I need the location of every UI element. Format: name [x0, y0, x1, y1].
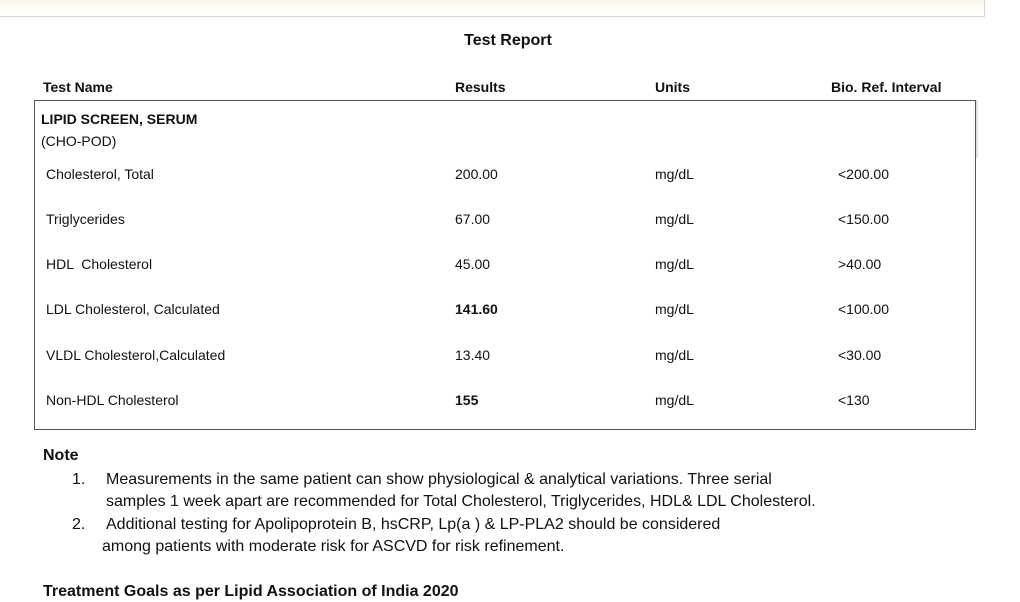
note-text: Additional testing for Apolipoprotein B,…	[106, 516, 721, 533]
col-header-results: Results	[455, 79, 506, 95]
page-top-border	[0, 0, 985, 17]
results-panel	[34, 100, 976, 430]
test-ref-interval: <150.00	[838, 211, 889, 227]
result-row: HDL Cholesterol 45.00 mg/dL >40.00	[0, 256, 1020, 278]
test-unit: mg/dL	[655, 211, 694, 227]
test-unit: mg/dL	[655, 301, 694, 317]
note-text: samples 1 week apart are recommended for…	[106, 493, 816, 510]
test-unit: mg/dL	[655, 256, 694, 272]
note-heading: Note	[43, 447, 79, 464]
test-name: Cholesterol, Total	[46, 166, 154, 182]
col-header-test-name: Test Name	[43, 79, 113, 95]
test-unit: mg/dL	[655, 166, 694, 182]
note-text: Measurements in the same patient can sho…	[106, 471, 772, 488]
col-header-bio-ref-interval: Bio. Ref. Interval	[831, 79, 942, 95]
test-ref-interval: <100.00	[838, 301, 889, 317]
result-row: Triglycerides 67.00 mg/dL <150.00	[0, 211, 1020, 233]
section-method: (CHO-POD)	[41, 133, 117, 149]
panel-edge-shadow	[976, 100, 978, 158]
test-name: HDL Cholesterol	[46, 256, 153, 272]
result-row: LDL Cholesterol, Calculated 141.60 mg/dL…	[0, 301, 1020, 323]
test-result: 141.60	[455, 301, 498, 317]
report-title: Test Report	[464, 32, 552, 49]
result-row: Cholesterol, Total 200.00 mg/dL <200.00	[0, 166, 1020, 188]
test-unit: mg/dL	[655, 392, 694, 408]
note-number: 2.	[72, 516, 86, 533]
note-item: 1. Measurements in the same patient can …	[0, 469, 1020, 513]
result-row: VLDL Cholesterol,Calculated 13.40 mg/dL …	[0, 347, 1020, 369]
test-result: 200.00	[455, 166, 498, 182]
note-item: 2. Additional testing for Apolipoprotein…	[0, 514, 1020, 558]
result-row: Non-HDL Cholesterol 155 mg/dL <130	[0, 392, 1020, 414]
note-number: 1.	[72, 471, 86, 488]
note-text: among patients with moderate risk for AS…	[102, 538, 565, 555]
test-name: Non-HDL Cholesterol	[46, 392, 179, 408]
test-ref-interval: <130	[838, 392, 870, 408]
test-name: VLDL Cholesterol,Calculated	[46, 347, 226, 363]
test-name: Triglycerides	[46, 211, 125, 227]
test-result: 67.00	[455, 211, 491, 227]
test-unit: mg/dL	[655, 347, 694, 363]
test-result: 13.40	[455, 347, 491, 363]
test-ref-interval: <200.00	[838, 166, 889, 182]
test-result: 45.00	[455, 256, 491, 272]
section-title: LIPID SCREEN, SERUM	[41, 111, 198, 127]
test-ref-interval: <30.00	[838, 347, 882, 363]
col-header-units: Units	[655, 79, 690, 95]
test-result: 155	[455, 392, 479, 408]
treatment-goals-heading: Treatment Goals as per Lipid Association…	[43, 583, 459, 600]
test-name: LDL Cholesterol, Calculated	[46, 301, 220, 317]
test-ref-interval: >40.00	[838, 256, 882, 272]
